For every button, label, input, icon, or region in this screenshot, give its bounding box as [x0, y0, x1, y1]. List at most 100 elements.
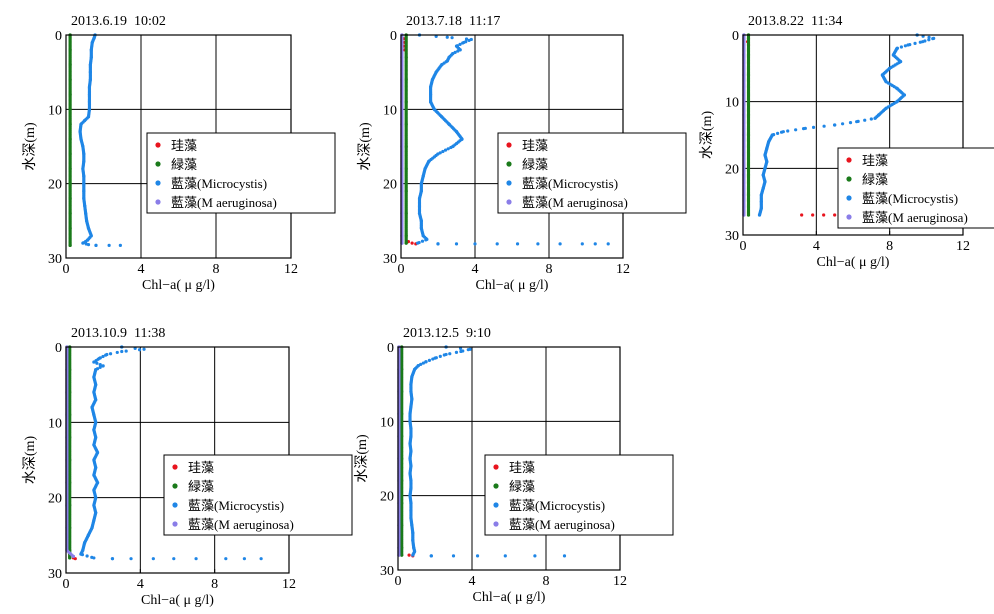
data-point — [68, 503, 72, 507]
data-point — [118, 243, 122, 247]
chart-title: 2013.12.5 9:10 — [403, 326, 491, 341]
y-tick-label: 0 — [55, 341, 62, 356]
data-point — [888, 66, 892, 70]
data-point — [895, 100, 899, 104]
y-tick-label: 20 — [725, 162, 739, 177]
data-point — [400, 456, 404, 461]
x-axis-label: Chl−a( μ g/l) — [817, 255, 890, 270]
data-point — [400, 479, 404, 483]
data-point — [503, 554, 507, 558]
data-point — [92, 458, 96, 462]
data-point — [92, 503, 96, 507]
data-point — [417, 204, 422, 208]
data-point — [87, 107, 92, 111]
data-point — [84, 211, 88, 215]
data-point — [765, 146, 769, 150]
data-point — [413, 549, 417, 554]
y-tick-label: 10 — [380, 415, 394, 430]
legend-label: 緑藻 — [522, 157, 548, 172]
data-point — [891, 53, 895, 57]
data-point — [68, 526, 72, 530]
legend-label: 緑藻 — [188, 479, 214, 494]
y-tick-label: 30 — [48, 252, 62, 267]
data-point — [451, 51, 455, 56]
data-point — [408, 456, 412, 461]
data-point — [932, 36, 936, 40]
data-point — [409, 390, 413, 394]
data-point — [92, 473, 96, 477]
data-point — [94, 511, 98, 515]
data-point — [400, 390, 404, 394]
data-point — [848, 121, 853, 125]
data-point — [90, 405, 94, 409]
data-point — [429, 554, 433, 558]
data-point — [73, 557, 77, 561]
data-point — [421, 174, 425, 178]
series-cyano — [79, 345, 263, 561]
y-axis-label: 水深(m) — [354, 434, 370, 483]
legend-box — [163, 454, 353, 536]
data-point — [79, 552, 83, 556]
data-point — [409, 464, 413, 468]
data-point — [400, 553, 404, 557]
data-point — [86, 226, 91, 230]
data-point — [746, 133, 751, 137]
x-axis-label: Chl−a( μ g/l) — [142, 278, 215, 293]
data-point — [92, 488, 96, 492]
data-point — [224, 557, 228, 561]
data-point — [88, 70, 92, 74]
data-point — [761, 186, 765, 190]
x-tick-label: 8 — [543, 574, 550, 589]
y-tick-label: 0 — [390, 29, 397, 44]
y-tick-label: 30 — [725, 229, 739, 244]
data-point — [68, 92, 72, 97]
data-point — [120, 349, 124, 354]
data-point — [86, 533, 90, 537]
legend-label: 緑藻 — [171, 157, 197, 172]
legend-label: 藍藻(Microcystis) — [188, 498, 284, 513]
legend-label: 藍藻(M aeruginosa) — [509, 517, 615, 532]
legend-label: 藍藻(M aeruginosa) — [188, 517, 294, 532]
legend-marker — [172, 502, 178, 508]
data-point — [833, 123, 837, 127]
data-point — [424, 360, 428, 364]
x-tick-label: 4 — [138, 262, 145, 277]
data-point — [469, 37, 473, 42]
data-point — [408, 412, 412, 416]
legend-label: 珪藻 — [509, 460, 535, 475]
data-point — [409, 508, 413, 513]
series-cyano — [408, 345, 567, 558]
x-tick-label: 12 — [282, 577, 296, 592]
data-point — [400, 367, 404, 371]
data-point — [404, 234, 408, 238]
data-point — [855, 120, 859, 124]
data-point — [82, 189, 86, 193]
data-point — [447, 55, 451, 59]
legend-label: 藍藻(Microcystis) — [171, 176, 267, 191]
legend-label: 藍藻(M aeruginosa) — [171, 195, 277, 210]
data-point — [81, 167, 85, 171]
x-tick-label: 8 — [213, 262, 220, 277]
y-tick-label: 0 — [387, 341, 394, 356]
data-point — [757, 213, 762, 217]
x-tick-label: 8 — [546, 262, 553, 277]
data-point — [410, 523, 414, 528]
x-tick-label: 4 — [469, 574, 476, 589]
data-point — [92, 360, 96, 364]
data-point — [194, 557, 198, 561]
data-point — [869, 117, 873, 121]
data-point — [409, 486, 413, 490]
data-point — [107, 243, 111, 247]
data-point — [440, 63, 444, 67]
series-green — [400, 345, 404, 557]
data-point — [90, 40, 94, 45]
data-point — [429, 85, 433, 89]
legend-marker — [506, 199, 512, 205]
legend-marker — [493, 483, 499, 489]
data-point — [68, 107, 72, 111]
legend-label: 緑藻 — [509, 479, 535, 494]
x-tick-label: 8 — [886, 239, 893, 254]
data-point — [776, 131, 780, 135]
data-point — [464, 37, 469, 41]
